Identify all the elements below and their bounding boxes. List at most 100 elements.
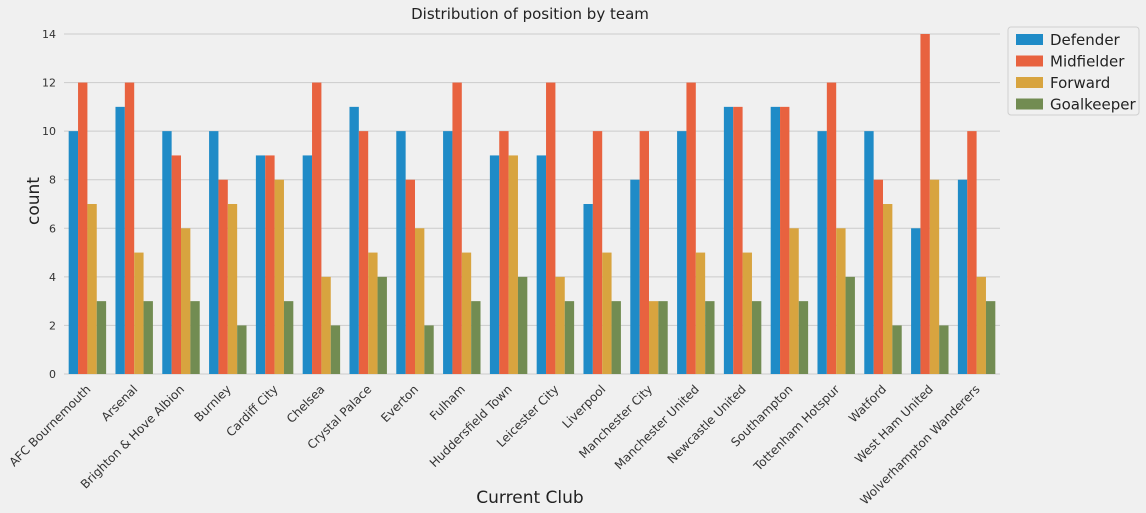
bar-forward-huddersfield-town: [508, 155, 518, 374]
bar-midfielder-leicester-city: [546, 82, 556, 374]
legend-swatch-defender: [1016, 34, 1043, 45]
x-tick-label: Manchester United: [612, 382, 702, 472]
bar-midfielder-everton: [405, 179, 415, 374]
bar-midfielder-afc-bournemouth: [78, 82, 88, 374]
bar-forward-west-ham-united: [929, 179, 940, 374]
bar-defender-newcastle-united: [723, 106, 734, 375]
bar-forward-leicester-city: [555, 276, 565, 374]
bar-forward-manchester-city: [649, 301, 659, 374]
chart-title: Distribution of position by team: [411, 5, 649, 23]
bar-forward-fulham: [461, 252, 472, 374]
x-tick-label: Liverpool: [559, 382, 608, 431]
bar-midfielder-crystal-palace: [358, 131, 369, 374]
bar-midfielder-arsenal: [124, 82, 135, 374]
bar-forward-afc-bournemouth: [87, 204, 97, 374]
bar-goalkeeper-huddersfield-town: [517, 276, 528, 374]
legend-label-midfielder: Midfielder: [1050, 53, 1125, 71]
y-tick-label: 10: [42, 125, 56, 138]
x-tick-label: Arsenal: [99, 382, 141, 424]
bar-forward-brighton-hove-albion: [181, 228, 191, 374]
y-tick-label: 4: [49, 271, 56, 284]
bar-goalkeeper-arsenal: [143, 301, 153, 374]
legend-swatch-goalkeeper: [1016, 98, 1043, 110]
legend-label-forward: Forward: [1050, 74, 1110, 92]
bar-defender-huddersfield-town: [489, 155, 500, 374]
bar-goalkeeper-wolverhampton-wanderers: [985, 301, 996, 374]
bar-defender-manchester-city: [630, 179, 640, 374]
bar-forward-manchester-united: [695, 252, 706, 374]
bar-forward-tottenham-hotspur: [836, 228, 846, 374]
bar-goalkeeper-west-ham-united: [939, 325, 949, 374]
bar-goalkeeper-brighton-hove-albion: [190, 301, 200, 374]
grid-lines: [64, 33, 1000, 375]
x-tick-label: AFC Bournemouth: [6, 382, 93, 469]
x-tick-label: Everton: [378, 382, 421, 425]
bar-defender-burnley: [209, 131, 219, 374]
bar-forward-newcastle-united: [742, 252, 752, 374]
bar-midfielder-wolverhampton-wanderers: [967, 131, 977, 374]
bar-defender-crystal-palace: [349, 106, 359, 375]
bar-midfielder-southampton: [780, 106, 790, 375]
legend-label-goalkeeper: Goalkeeper: [1050, 96, 1137, 114]
bar-defender-afc-bournemouth: [68, 131, 79, 374]
bar-midfielder-watford: [873, 179, 883, 374]
bars-group: [68, 34, 996, 375]
bar-defender-arsenal: [115, 106, 125, 375]
bar-forward-watford: [883, 204, 893, 374]
legend-swatch-forward: [1016, 77, 1043, 88]
bar-forward-southampton: [789, 228, 799, 374]
y-tick-label: 0: [49, 368, 56, 381]
bar-defender-watford: [864, 131, 874, 374]
bar-defender-southampton: [770, 106, 781, 375]
bar-midfielder-huddersfield-town: [499, 131, 509, 374]
legend-frame: [1007, 26, 1140, 116]
legend-label-defender: Defender: [1050, 31, 1121, 49]
bar-goalkeeper-newcastle-united: [751, 301, 762, 374]
x-tick-label: Fulham: [427, 382, 468, 423]
bar-goalkeeper-watford: [892, 325, 902, 374]
bar-forward-cardiff-city: [274, 179, 284, 374]
bar-goalkeeper-chelsea: [330, 325, 341, 374]
y-tick-label: 12: [42, 77, 56, 90]
bar-defender-west-ham-united: [911, 228, 921, 374]
bar-defender-liverpool: [583, 204, 593, 374]
bar-defender-leicester-city: [536, 155, 547, 374]
x-tick-label: Watford: [846, 382, 889, 425]
y-tick-label: 2: [49, 319, 56, 332]
bar-forward-burnley: [227, 204, 238, 374]
bar-forward-liverpool: [602, 252, 612, 374]
bar-midfielder-cardiff-city: [265, 155, 275, 374]
bar-midfielder-chelsea: [312, 82, 322, 374]
bar-defender-tottenham-hotspur: [817, 131, 827, 374]
bar-midfielder-west-ham-united: [920, 34, 930, 374]
bar-defender-chelsea: [302, 155, 313, 374]
bar-midfielder-manchester-united: [686, 82, 696, 374]
bar-goalkeeper-everton: [424, 325, 434, 374]
x-tick-label: West Ham United: [852, 382, 936, 466]
bar-goalkeeper-leicester-city: [564, 301, 575, 374]
bar-goalkeeper-liverpool: [611, 301, 621, 374]
bar-defender-manchester-united: [677, 131, 687, 374]
bar-forward-everton: [415, 228, 425, 374]
bar-goalkeeper-fulham: [471, 301, 481, 374]
bar-defender-cardiff-city: [255, 155, 266, 374]
bar-midfielder-brighton-hove-albion: [171, 155, 181, 374]
x-tick-label: Chelsea: [284, 382, 328, 426]
y-axis-label: count: [24, 177, 44, 225]
y-tick-label: 6: [49, 222, 56, 235]
bar-goalkeeper-burnley: [237, 325, 247, 374]
bar-defender-wolverhampton-wanderers: [957, 179, 968, 374]
bar-defender-brighton-hove-albion: [162, 131, 172, 374]
legend: Defender Midfielder Forward Goalkeeper: [1007, 26, 1140, 116]
x-tick-label: Huddersfield Town: [427, 382, 515, 470]
bar-goalkeeper-tottenham-hotspur: [845, 276, 855, 374]
bar-goalkeeper-manchester-city: [658, 301, 668, 374]
bar-midfielder-fulham: [452, 82, 462, 374]
bar-goalkeeper-crystal-palace: [377, 276, 387, 374]
bar-goalkeeper-afc-bournemouth: [96, 301, 107, 374]
x-tick-label: Burnley: [192, 382, 234, 424]
y-axis-ticks: 0 2 4 6 8 10 12 14: [42, 28, 56, 381]
bar-midfielder-liverpool: [592, 131, 603, 374]
bar-defender-everton: [396, 131, 406, 374]
